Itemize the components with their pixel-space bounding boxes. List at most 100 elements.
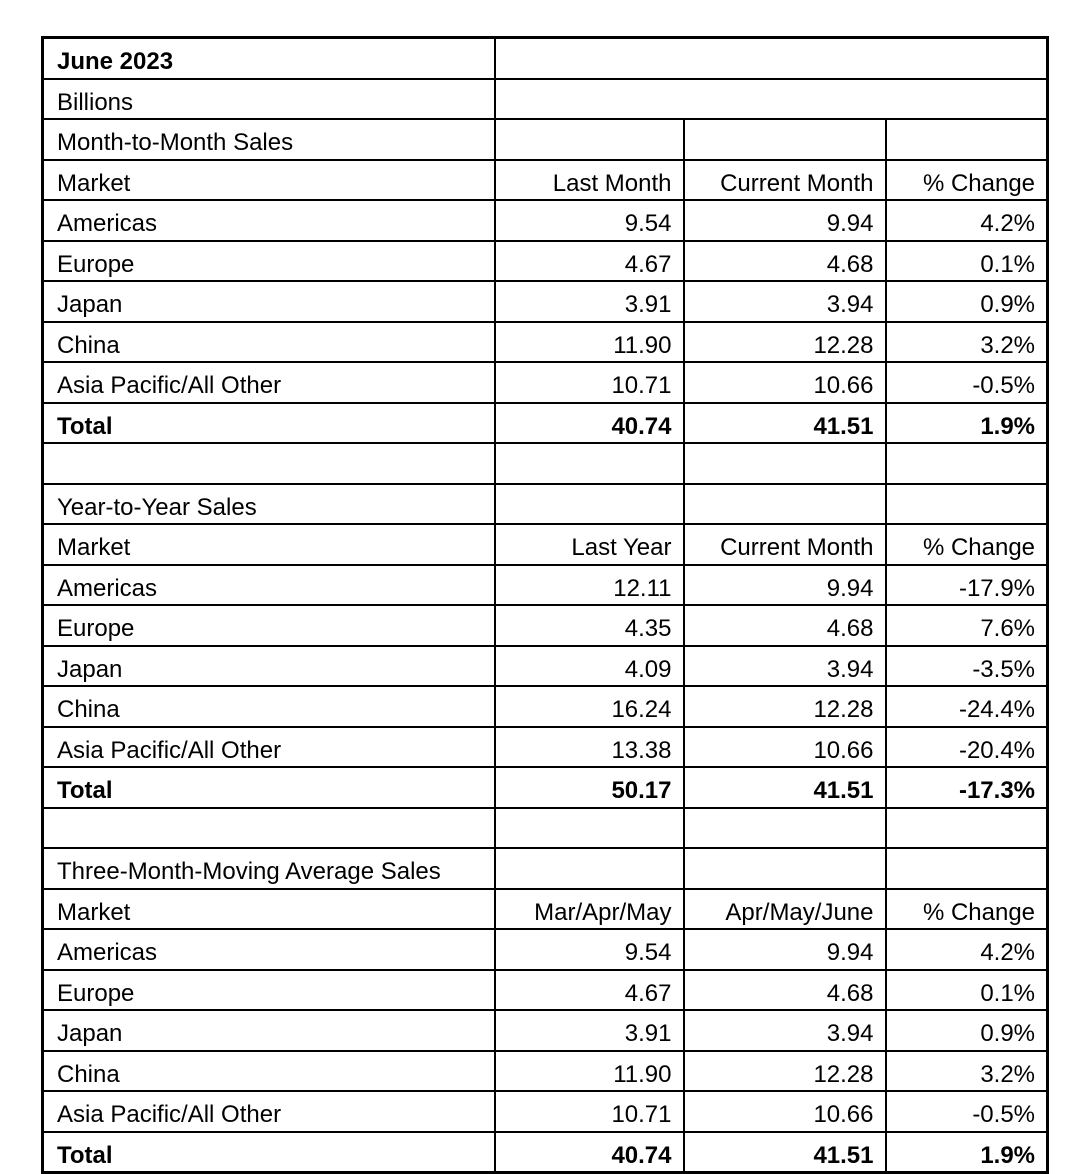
market-label: Europe	[41, 239, 496, 282]
empty-cell	[884, 847, 1049, 890]
value-cell: 9.54	[493, 199, 685, 242]
value-cell: 3.94	[682, 1009, 887, 1052]
empty-cell	[682, 806, 887, 849]
table-row: Americas 9.54 9.94 4.2%	[41, 928, 1049, 971]
table-row: Europe 4.35 4.68 7.6%	[41, 604, 1049, 647]
pct-change-cell: -20.4%	[884, 725, 1049, 768]
value-cell: 4.68	[682, 604, 887, 647]
market-label: Asia Pacific/All Other	[41, 725, 496, 768]
pct-change-cell: 3.2%	[884, 320, 1049, 363]
empty-cell	[41, 806, 496, 849]
column-header: % Change	[884, 158, 1049, 201]
pct-change-cell: 0.9%	[884, 1009, 1049, 1052]
pct-change-cell: -0.5%	[884, 361, 1049, 404]
empty-cell	[884, 118, 1049, 161]
pct-change-cell: -0.5%	[884, 1090, 1049, 1133]
value-cell: 9.94	[682, 199, 887, 242]
market-label: Americas	[41, 563, 496, 606]
section-title-row: Month-to-Month Sales	[41, 118, 1049, 161]
pct-change-cell: 3.2%	[884, 1049, 1049, 1092]
table-row: Asia Pacific/All Other 10.71 10.66 -0.5%	[41, 1090, 1049, 1133]
market-label: China	[41, 685, 496, 728]
total-value-cell: 41.51	[682, 401, 887, 444]
market-label: Asia Pacific/All Other	[41, 1090, 496, 1133]
empty-cell	[493, 442, 685, 485]
empty-cell	[682, 442, 887, 485]
unit-label: Billions	[41, 77, 496, 120]
empty-cell	[41, 442, 496, 485]
table-row: Americas 9.54 9.94 4.2%	[41, 199, 1049, 242]
table-row: Americas 12.11 9.94 -17.9%	[41, 563, 1049, 606]
empty-cell	[682, 118, 887, 161]
total-pct-change-cell: 1.9%	[884, 1130, 1049, 1174]
table-row: Asia Pacific/All Other 13.38 10.66 -20.4…	[41, 725, 1049, 768]
value-cell: 9.54	[493, 928, 685, 971]
section-title-row: Three-Month-Moving Average Sales	[41, 847, 1049, 890]
table-row: China 16.24 12.28 -24.4%	[41, 685, 1049, 728]
empty-cell	[682, 847, 887, 890]
empty-cell	[493, 118, 685, 161]
total-value-cell: 41.51	[682, 766, 887, 809]
total-label: Total	[41, 401, 496, 444]
market-label: Europe	[41, 968, 496, 1011]
total-row: Total 50.17 41.51 -17.3%	[41, 766, 1049, 809]
report-header-row: June 2023	[41, 36, 1049, 80]
value-cell: 4.35	[493, 604, 685, 647]
total-value-cell: 40.74	[493, 1130, 685, 1174]
column-header-row: Market Last Month Current Month % Change	[41, 158, 1049, 201]
total-label: Total	[41, 1130, 496, 1174]
market-label: Japan	[41, 644, 496, 687]
total-row: Total 40.74 41.51 1.9%	[41, 401, 1049, 444]
total-pct-change-cell: 1.9%	[884, 401, 1049, 444]
table-row: Asia Pacific/All Other 10.71 10.66 -0.5%	[41, 361, 1049, 404]
market-label: Japan	[41, 1009, 496, 1052]
pct-change-cell: 4.2%	[884, 928, 1049, 971]
value-cell: 10.71	[493, 361, 685, 404]
value-cell: 3.91	[493, 1009, 685, 1052]
column-header-market: Market	[41, 523, 496, 566]
value-cell: 3.94	[682, 280, 887, 323]
value-cell: 4.68	[682, 968, 887, 1011]
total-value-cell: 40.74	[493, 401, 685, 444]
value-cell: 4.09	[493, 644, 685, 687]
table-row: Japan 3.91 3.94 0.9%	[41, 1009, 1049, 1052]
value-cell: 9.94	[682, 928, 887, 971]
sales-report-sheet: June 2023 Billions Month-to-Month Sales …	[41, 36, 1050, 1174]
pct-change-cell: 4.2%	[884, 199, 1049, 242]
value-cell: 16.24	[493, 685, 685, 728]
value-cell: 9.94	[682, 563, 887, 606]
table-row: China 11.90 12.28 3.2%	[41, 1049, 1049, 1092]
value-cell: 11.90	[493, 320, 685, 363]
value-cell: 10.66	[682, 725, 887, 768]
section-title: Month-to-Month Sales	[41, 118, 496, 161]
table-row: Europe 4.67 4.68 0.1%	[41, 968, 1049, 1011]
table-row: Europe 4.67 4.68 0.1%	[41, 239, 1049, 282]
pct-change-cell: -3.5%	[884, 644, 1049, 687]
pct-change-cell: 7.6%	[884, 604, 1049, 647]
total-value-cell: 50.17	[493, 766, 685, 809]
empty-cell	[493, 482, 685, 525]
column-header: Apr/May/June	[682, 887, 887, 930]
empty-cell	[493, 77, 1049, 120]
section-title: Three-Month-Moving Average Sales	[41, 847, 496, 890]
unit-row: Billions	[41, 77, 1049, 120]
column-header: Current Month	[682, 523, 887, 566]
value-cell: 10.66	[682, 361, 887, 404]
column-header: % Change	[884, 887, 1049, 930]
total-pct-change-cell: -17.3%	[884, 766, 1049, 809]
column-header-market: Market	[41, 887, 496, 930]
report-month-title: June 2023	[41, 36, 496, 80]
empty-cell	[493, 36, 1049, 80]
column-header: Current Month	[682, 158, 887, 201]
table-row: Japan 4.09 3.94 -3.5%	[41, 644, 1049, 687]
empty-cell	[884, 482, 1049, 525]
section-title: Year-to-Year Sales	[41, 482, 496, 525]
section-title-row: Year-to-Year Sales	[41, 482, 1049, 525]
table-row: China 11.90 12.28 3.2%	[41, 320, 1049, 363]
empty-cell	[493, 806, 685, 849]
pct-change-cell: 0.9%	[884, 280, 1049, 323]
spacer-row	[41, 806, 1049, 849]
value-cell: 11.90	[493, 1049, 685, 1092]
column-header: Mar/Apr/May	[493, 887, 685, 930]
column-header: Last Year	[493, 523, 685, 566]
